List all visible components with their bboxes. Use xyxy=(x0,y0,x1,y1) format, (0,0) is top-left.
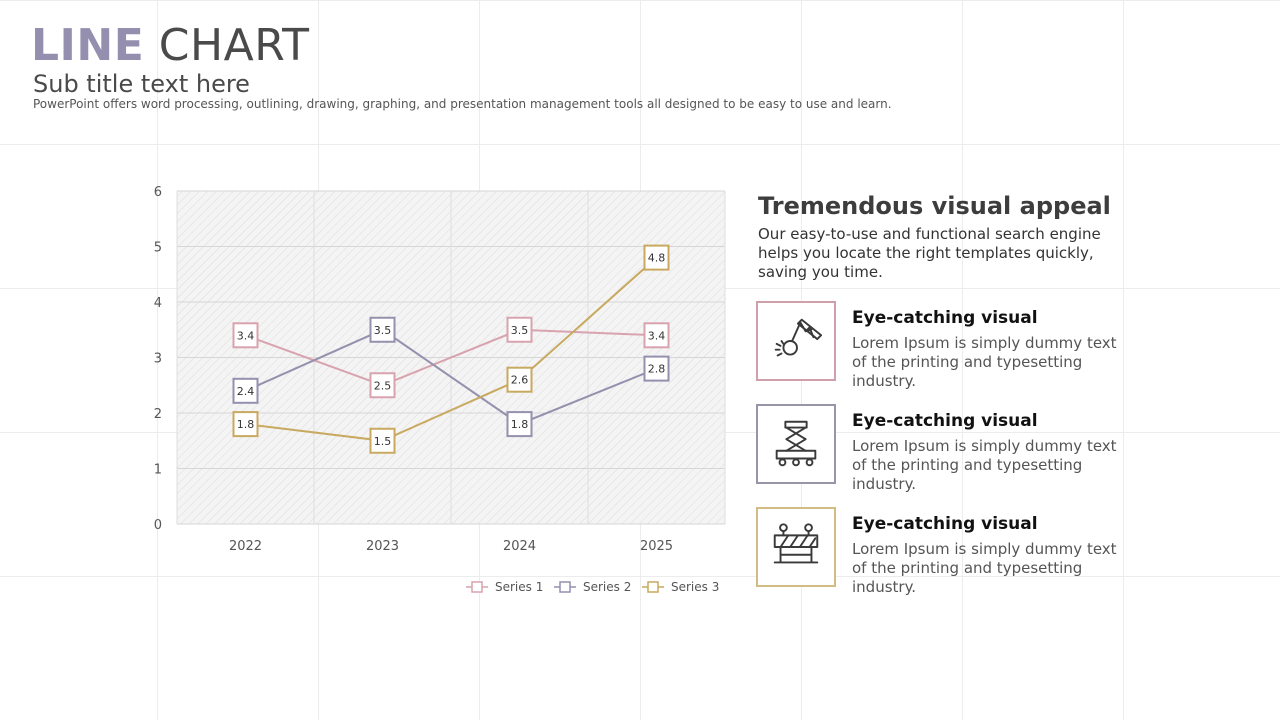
series-1-marker xyxy=(369,372,396,399)
feature-icon-box-1 xyxy=(756,301,836,381)
legend-label: Series 2 xyxy=(583,580,631,594)
series-1-data-label: 3.4 xyxy=(237,329,255,342)
series-1-data-label: 3.4 xyxy=(648,329,666,342)
series-2-line xyxy=(245,328,657,426)
y-tick-label: 2 xyxy=(154,407,162,422)
feature-card-2: Eye-catching visual Lorem Ipsum is simpl… xyxy=(755,404,1135,493)
series-2-data-label: 3.5 xyxy=(374,324,392,337)
legend-swatch-marker xyxy=(471,581,483,593)
title-main: CHART xyxy=(158,20,310,71)
x-tick-label: 2023 xyxy=(366,539,399,554)
page-subtitle: Sub title text here xyxy=(33,70,250,98)
y-tick-label: 1 xyxy=(154,463,162,478)
feature-card-3: Eye-catching visual Lorem Ipsum is simpl… xyxy=(755,507,1135,596)
feature-title-3: Eye-catching visual xyxy=(852,514,1038,534)
series-3-marker xyxy=(369,427,396,454)
feature-text-2: Lorem Ipsum is simply dummy text of the … xyxy=(852,437,1117,493)
series-3-marker xyxy=(643,244,670,271)
feature-icon-box-3 xyxy=(756,507,836,587)
series-2-data-label: 1.8 xyxy=(511,418,529,431)
legend-swatch-marker xyxy=(647,581,659,593)
x-tick-label: 2024 xyxy=(503,539,536,554)
series-2-data-label: 2.4 xyxy=(237,385,255,398)
y-tick-label: 0 xyxy=(154,518,162,533)
y-tick-label: 6 xyxy=(154,185,162,200)
series-3-data-label: 1.5 xyxy=(374,435,392,448)
feature-title-2: Eye-catching visual xyxy=(852,411,1038,431)
road-barrier-icon xyxy=(773,523,819,564)
series-3-data-label: 2.6 xyxy=(511,374,529,387)
series-1-marker xyxy=(506,316,533,343)
legend-label: Series 1 xyxy=(495,580,543,594)
wrecking-ball-crane-icon xyxy=(774,318,823,357)
series-3-marker xyxy=(232,411,259,438)
y-tick-label: 4 xyxy=(154,296,162,311)
x-tick-label: 2025 xyxy=(640,539,673,554)
feature-text-3: Lorem Ipsum is simply dummy text of the … xyxy=(852,540,1117,596)
feature-title-1: Eye-catching visual xyxy=(852,308,1038,328)
legend-label: Series 3 xyxy=(671,580,719,594)
series-3-marker xyxy=(506,366,533,393)
feature-icon-box-2 xyxy=(756,404,836,484)
feature-text-1: Lorem Ipsum is simply dummy text of the … xyxy=(852,334,1117,390)
series-2-marker xyxy=(369,316,396,343)
series-3-data-label: 1.8 xyxy=(237,418,255,431)
side-description: Our easy-to-use and functional search en… xyxy=(758,225,1101,281)
title-accent: LINE xyxy=(31,20,145,71)
page-title: LINE CHART xyxy=(31,20,309,72)
page-description: PowerPoint offers word processing, outli… xyxy=(33,97,892,111)
chart-legend: Series 1 Series 2 Series 3 xyxy=(466,580,719,594)
y-tick-label: 3 xyxy=(154,352,162,367)
series-2-marker xyxy=(232,377,259,404)
series-2-data-label: 2.8 xyxy=(648,363,666,376)
series-1-marker xyxy=(643,322,670,349)
feature-card-1: Eye-catching visual Lorem Ipsum is simpl… xyxy=(755,301,1135,390)
scissor-lift-icon xyxy=(775,420,817,467)
series-1-data-label: 3.5 xyxy=(511,324,529,337)
series-3-data-label: 4.8 xyxy=(648,252,666,265)
series-2-marker xyxy=(643,355,670,382)
legend-swatch-marker xyxy=(559,581,571,593)
y-tick-label: 5 xyxy=(154,241,162,256)
series-1-marker xyxy=(232,322,259,349)
series-1-data-label: 2.5 xyxy=(374,379,392,392)
series-2-marker xyxy=(506,411,533,438)
side-heading: Tremendous visual appeal xyxy=(758,192,1111,220)
series-3-line xyxy=(245,256,658,442)
x-tick-label: 2022 xyxy=(229,539,262,554)
